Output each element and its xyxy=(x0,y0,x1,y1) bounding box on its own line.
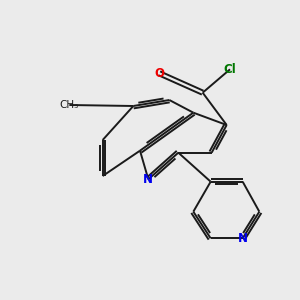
Text: Cl: Cl xyxy=(224,63,236,76)
Text: CH₃: CH₃ xyxy=(60,100,79,110)
Text: O: O xyxy=(154,67,164,80)
Text: N: N xyxy=(143,173,153,186)
Text: N: N xyxy=(238,232,248,245)
